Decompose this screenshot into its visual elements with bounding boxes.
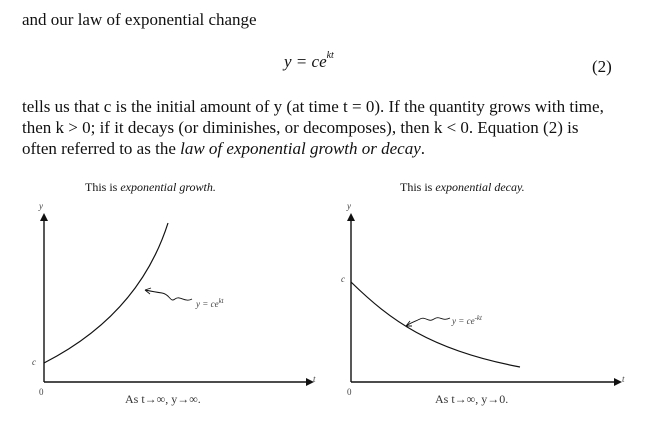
decay-bottom-note: As t→∞, y→0. <box>435 392 509 406</box>
law-name: law of exponential growth or decay <box>180 139 421 158</box>
intro-text: and our law of exponential change <box>22 10 257 29</box>
decay-c-label: c <box>341 274 345 284</box>
decay-graph <box>347 213 622 386</box>
paragraph-line-3: often referred to as the law of exponent… <box>22 138 642 159</box>
growth-bottom-note: As t→∞, y→∞. <box>125 392 201 406</box>
growth-curve-label-text: y = ce <box>196 299 219 309</box>
paragraph-line-3-text: often referred to as the <box>22 139 181 158</box>
decay-leader-arrow <box>405 320 412 327</box>
growth-caption-emphasis: exponential growth. <box>120 180 216 194</box>
paragraph-line-2: then k > 0; if it decays (or diminishes,… <box>22 118 579 137</box>
growth-y-label: y <box>39 201 43 211</box>
decay-caption-emphasis: exponential decay. <box>435 180 525 194</box>
paragraph-line-3-end: . <box>420 139 426 158</box>
decay-curve-label-text: y = ce <box>452 316 475 326</box>
paragraph-line-1: tells us that c is the initial amount of… <box>22 97 604 116</box>
growth-caption: This is exponential growth. <box>85 180 216 195</box>
decay-origin-label: 0 <box>347 387 352 397</box>
decay-y-label: y <box>347 201 351 211</box>
decay-curve-label-exp: -kt <box>474 314 482 322</box>
decay-curve <box>350 281 521 368</box>
equation: y = cekt <box>284 50 334 72</box>
equation-lhs: y = ce <box>284 52 327 71</box>
decay-leader-line <box>405 317 451 327</box>
growth-t-label: t <box>313 374 316 384</box>
growth-graph <box>40 213 314 386</box>
growth-curve <box>43 222 169 364</box>
decay-t-label: t <box>622 374 625 384</box>
equation-exponent: kt <box>326 50 334 62</box>
explanation-paragraph: tells us that c is the initial amount of… <box>22 96 642 159</box>
decay-caption: This is exponential decay. <box>400 180 525 195</box>
growth-curve-label: y = cekt <box>196 297 224 309</box>
growth-leader-arrow <box>144 287 152 295</box>
decay-caption-text: This is <box>400 180 436 194</box>
growth-leader-line <box>144 289 193 301</box>
growth-origin-label: 0 <box>39 387 44 397</box>
growth-caption-text: This is <box>85 180 121 194</box>
decay-curve-label: y = ce-kt <box>452 314 482 326</box>
growth-curve-label-exp: kt <box>218 297 224 305</box>
growth-c-label: c <box>32 357 36 367</box>
equation-number: (2) <box>592 57 612 76</box>
